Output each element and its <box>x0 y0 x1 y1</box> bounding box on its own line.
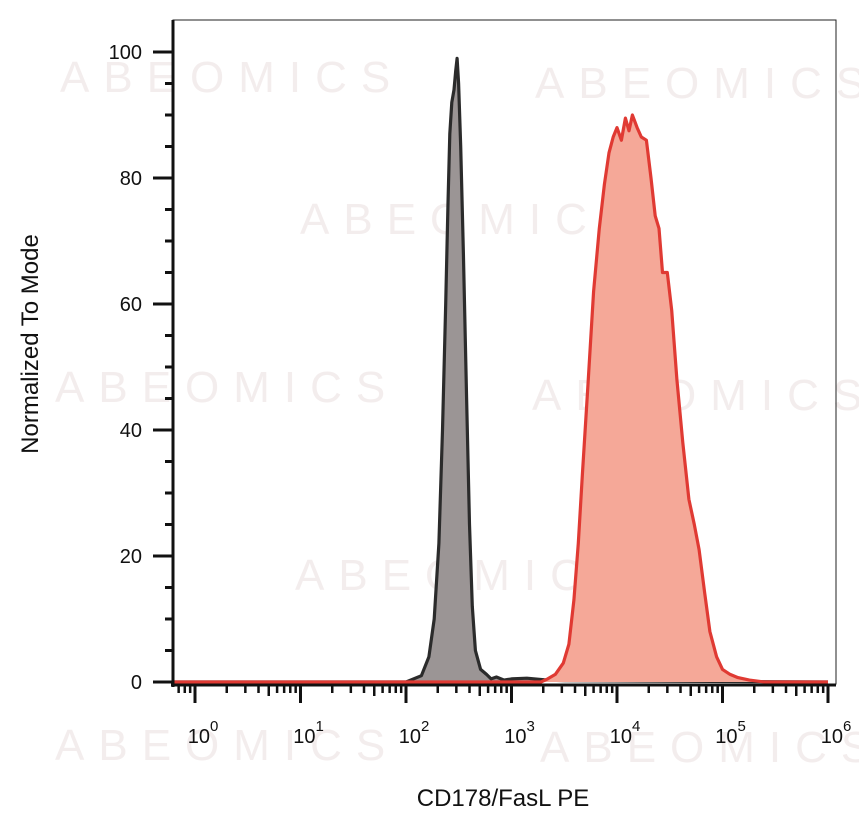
y-axis-title: Normalized To Mode <box>17 234 44 454</box>
x-tick-label: 106 <box>821 718 852 748</box>
x-tick-label: 104 <box>610 718 641 748</box>
y-tick-label: 80 <box>120 168 142 190</box>
series-2-area <box>173 115 828 682</box>
watermark-text: ABEOMICS <box>55 721 399 770</box>
x-tick-label: 103 <box>504 718 535 748</box>
y-tick-label: 20 <box>120 546 142 568</box>
watermark-text: ABEOMICS <box>300 195 644 244</box>
watermark-text: ABEOMICS <box>60 53 404 102</box>
watermark-text: ABEOMICS <box>532 371 859 420</box>
x-tick-label: 102 <box>399 718 430 748</box>
y-tick-label: 40 <box>120 420 142 442</box>
watermark-text: ABEOMICS <box>55 363 399 412</box>
x-tick-label: 100 <box>188 718 219 748</box>
x-tick-label: 101 <box>293 718 324 748</box>
x-tick-label: 105 <box>715 718 746 748</box>
y-tick-label: 0 <box>131 672 142 694</box>
series-layer <box>173 56 829 684</box>
y-axis: 0 20 40 60 80 100 <box>109 20 175 694</box>
x-axis-title: CD178/FasL PE <box>417 785 590 812</box>
x-axis: 100 101 102 103 104 105 106 <box>171 683 852 748</box>
y-tick-label: 60 <box>120 294 142 316</box>
watermark-text: ABEOMICS <box>540 723 859 772</box>
watermark-text: ABEOMICS <box>535 59 859 108</box>
series-1-line <box>173 56 829 684</box>
y-tick-label: 100 <box>109 42 142 64</box>
series-2-line <box>173 113 828 684</box>
